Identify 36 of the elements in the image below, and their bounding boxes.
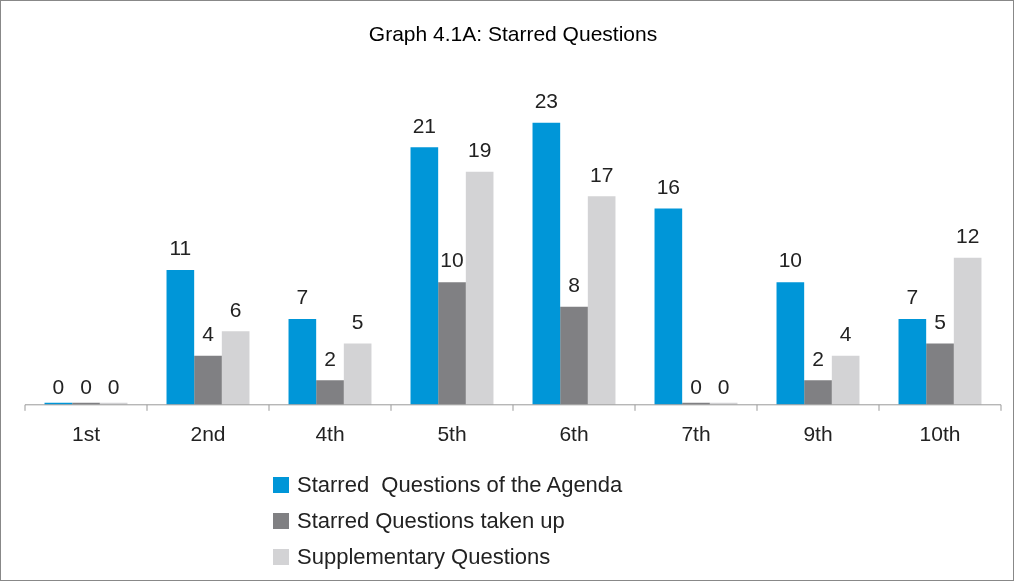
data-label: 0 bbox=[690, 375, 702, 399]
data-label: 8 bbox=[568, 272, 580, 296]
data-label: 0 bbox=[80, 375, 92, 399]
data-label: 6 bbox=[229, 297, 242, 321]
legend-label: Starred Questions taken up bbox=[297, 508, 565, 534]
data-label: 23 bbox=[534, 89, 559, 113]
data-label: 10 bbox=[778, 248, 803, 272]
data-label: 5 bbox=[934, 309, 946, 333]
legend-label: Starred Questions of the Agenda bbox=[297, 472, 623, 498]
x-tick-label: 6th bbox=[559, 422, 589, 446]
data-label: 4 bbox=[839, 322, 852, 346]
data-label: 7 bbox=[296, 285, 309, 309]
x-tick-label: 9th bbox=[803, 422, 833, 446]
data-label: 2 bbox=[812, 346, 824, 370]
x-tick-label: 2nd bbox=[190, 422, 226, 446]
data-label: 16 bbox=[656, 174, 681, 198]
data-label: 0 bbox=[52, 375, 65, 399]
data-label: 21 bbox=[412, 113, 437, 137]
data-label: 19 bbox=[467, 138, 492, 162]
chart-title: Graph 4.1A: Starred Questions bbox=[368, 22, 658, 46]
legend-label: Supplementary Questions bbox=[297, 544, 551, 570]
x-tick-label: 7th bbox=[681, 422, 711, 446]
data-label: 11 bbox=[169, 236, 192, 260]
data-label: 0 bbox=[107, 375, 120, 399]
x-tick-label: 4th bbox=[315, 422, 345, 446]
data-label: 2 bbox=[324, 346, 336, 370]
data-label: 4 bbox=[202, 322, 215, 346]
data-label: 10 bbox=[440, 248, 464, 272]
data-label: 7 bbox=[906, 285, 919, 309]
x-tick-label: 5th bbox=[437, 422, 467, 446]
data-label: 5 bbox=[351, 309, 364, 333]
x-tick-label: 1st bbox=[71, 422, 101, 446]
x-tick-label: 10th bbox=[919, 422, 961, 446]
data-label: 0 bbox=[717, 375, 730, 399]
data-label: 12 bbox=[955, 223, 980, 247]
data-label: 17 bbox=[589, 162, 614, 186]
